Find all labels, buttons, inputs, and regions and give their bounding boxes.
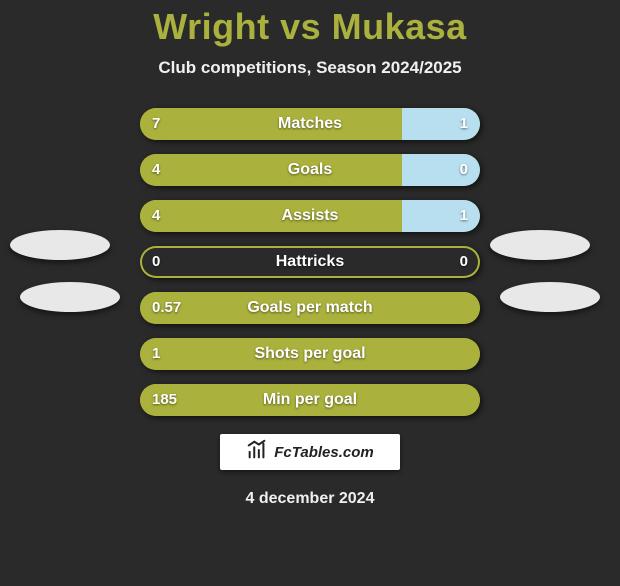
right-value: 0 (460, 246, 468, 278)
stat-row: 40Goals (140, 154, 480, 186)
page-title: Wright vs Mukasa (0, 6, 620, 48)
source-label: FcTables.com (274, 444, 373, 461)
stat-row: 0 0Hattricks (140, 246, 480, 278)
left-segment (140, 154, 402, 186)
team-oval (490, 230, 590, 260)
chart-icon (246, 439, 268, 465)
right-segment (402, 108, 480, 140)
right-segment (402, 200, 480, 232)
stat-label: Hattricks (140, 246, 480, 278)
team-oval (20, 282, 120, 312)
left-segment (140, 108, 402, 140)
source-badge: FcTables.com (220, 434, 400, 470)
stat-row: 41Assists (140, 200, 480, 232)
team-oval (10, 230, 110, 260)
left-segment (140, 384, 480, 416)
stat-row: 0.57Goals per match (140, 292, 480, 324)
date-label: 4 december 2024 (0, 490, 620, 508)
stat-row: 1Shots per goal (140, 338, 480, 370)
left-segment (140, 200, 402, 232)
team-oval (500, 282, 600, 312)
left-segment (140, 292, 480, 324)
stat-row: 71Matches (140, 108, 480, 140)
right-segment (402, 154, 480, 186)
stat-row: 185Min per goal (140, 384, 480, 416)
comparison-chart: 71Matches 40Goals 41Assists 0 0Hattricks 0.57… (0, 108, 620, 416)
left-value: 0 (152, 246, 160, 278)
subtitle: Club competitions, Season 2024/2025 (0, 58, 620, 78)
left-segment (140, 338, 480, 370)
